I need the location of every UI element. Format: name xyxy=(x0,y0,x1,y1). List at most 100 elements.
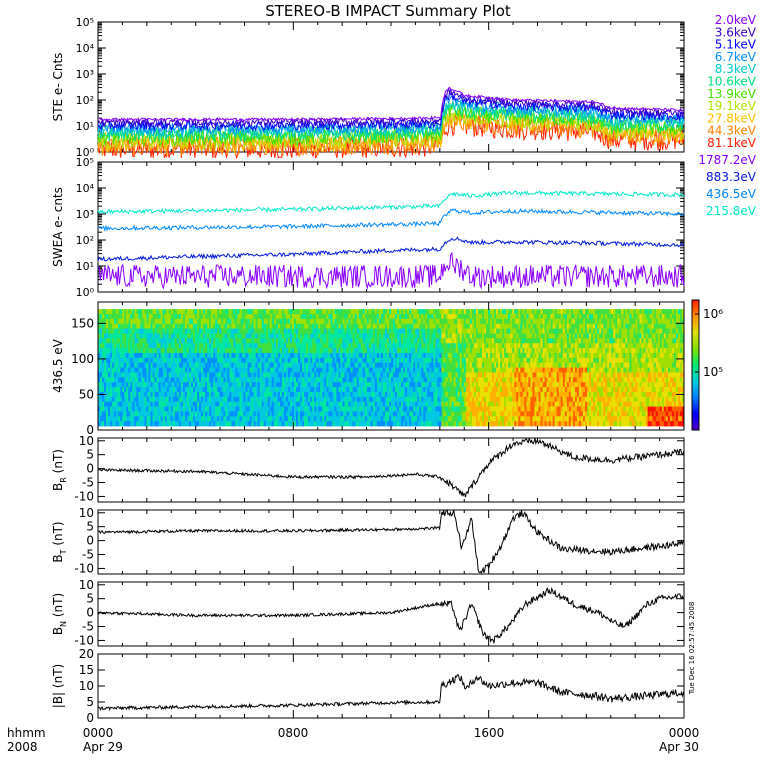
heatmap-cell xyxy=(346,352,349,359)
heatmap-cell xyxy=(372,328,376,334)
heatmap-cell xyxy=(386,318,390,325)
heatmap-cell xyxy=(118,362,121,368)
heatmap-cell xyxy=(273,357,277,364)
heatmap-cell xyxy=(447,328,450,334)
heatmap-cell xyxy=(397,367,400,373)
heatmap-cell xyxy=(269,343,273,349)
heatmap-cell xyxy=(380,401,384,407)
heatmap-cell xyxy=(279,416,283,422)
heatmap-cell xyxy=(219,348,222,354)
heatmap-cell xyxy=(435,318,438,325)
heatmap-cell xyxy=(285,411,289,417)
heatmap-cell xyxy=(160,382,164,388)
heatmap-cell xyxy=(287,343,291,349)
heatmap-cell xyxy=(294,387,297,393)
heatmap-cell xyxy=(328,396,331,403)
heatmap-cell xyxy=(435,396,438,403)
heatmap-cell xyxy=(318,309,321,315)
heatmap-cell xyxy=(477,309,481,315)
heatmap-cell xyxy=(237,421,240,427)
heatmap-cell xyxy=(233,387,236,393)
heatmap-cell xyxy=(120,323,123,329)
heatmap-cell xyxy=(314,416,317,422)
heatmap-cell xyxy=(475,338,479,344)
heatmap-cell xyxy=(190,406,194,412)
heatmap-cell xyxy=(287,396,291,403)
heatmap-cell xyxy=(366,387,370,393)
heatmap-cell xyxy=(471,411,475,417)
heatmap-cell xyxy=(413,352,416,359)
heatmap-cell xyxy=(281,309,285,315)
heatmap-cell xyxy=(437,367,440,373)
heatmap-cell xyxy=(455,401,459,407)
heatmap-cell xyxy=(344,328,347,334)
heatmap-cell xyxy=(479,362,483,368)
heatmap-cell xyxy=(251,421,254,427)
heatmap-cell xyxy=(485,396,489,403)
heatmap-cell xyxy=(330,406,333,412)
heatmap-cell xyxy=(176,411,180,417)
heatmap-cell xyxy=(461,352,465,359)
heatmap-cell xyxy=(279,352,283,359)
heatmap-cell xyxy=(207,377,210,383)
heatmap-cell xyxy=(310,362,313,368)
heatmap-cell xyxy=(263,391,267,398)
heatmap-cell xyxy=(146,323,149,329)
heatmap-cell xyxy=(399,357,402,364)
heatmap-cell xyxy=(213,343,216,349)
heatmap-cell xyxy=(298,318,301,325)
heatmap-cell xyxy=(318,313,321,320)
heatmap-cell xyxy=(374,318,378,325)
heatmap-cell xyxy=(259,416,263,422)
heatmap-cell xyxy=(308,382,311,388)
heatmap-cell xyxy=(461,377,465,383)
heatmap-cell xyxy=(441,352,444,359)
heatmap-cell xyxy=(263,313,267,320)
heatmap-cell xyxy=(213,387,216,393)
heatmap-cell xyxy=(328,352,331,359)
heatmap-cell xyxy=(184,343,188,349)
heatmap-cell xyxy=(382,357,386,364)
heatmap-cell xyxy=(237,411,240,417)
heatmap-cell xyxy=(158,333,162,339)
heatmap-cell xyxy=(209,372,212,378)
heatmap-cell xyxy=(328,387,331,393)
heatmap-cell xyxy=(356,348,360,354)
heatmap-cell xyxy=(110,387,113,393)
heatmap-cell xyxy=(334,352,337,359)
heatmap-cell xyxy=(201,333,204,339)
heatmap-cell xyxy=(269,416,273,422)
heatmap-cell xyxy=(453,367,457,373)
heatmap-cell xyxy=(245,377,248,383)
heatmap-cell xyxy=(251,377,254,383)
heatmap-cell xyxy=(405,416,408,422)
heatmap-cell xyxy=(360,411,364,417)
heatmap-cell xyxy=(401,401,404,407)
heatmap-cell xyxy=(126,348,129,354)
heatmap-cell xyxy=(354,411,358,417)
heatmap-cell xyxy=(273,348,277,354)
heatmap-cell xyxy=(233,421,236,427)
heatmap-cell xyxy=(279,313,283,320)
heatmap-cell xyxy=(102,338,105,344)
heatmap-cell xyxy=(411,328,414,334)
heatmap-cell xyxy=(459,343,463,349)
heatmap-cell xyxy=(419,313,422,320)
heatmap-cell xyxy=(251,401,254,407)
heatmap-cell xyxy=(146,348,149,354)
heatmap-cell xyxy=(324,348,327,354)
heatmap-cell xyxy=(330,343,333,349)
heatmap-cell xyxy=(360,416,364,422)
heatmap-cell xyxy=(481,377,485,383)
heatmap-cell xyxy=(237,309,240,315)
heatmap-cell xyxy=(257,401,261,407)
heatmap-cell xyxy=(425,348,428,354)
heatmap-cell xyxy=(397,309,400,315)
heatmap-cell xyxy=(439,338,442,344)
heatmap-cell xyxy=(203,328,206,334)
heatmap-cell xyxy=(227,343,230,349)
heatmap-cell xyxy=(209,338,212,344)
heatmap-cell xyxy=(302,328,305,334)
heatmap-cell xyxy=(158,421,162,427)
heatmap-cell xyxy=(437,372,440,378)
